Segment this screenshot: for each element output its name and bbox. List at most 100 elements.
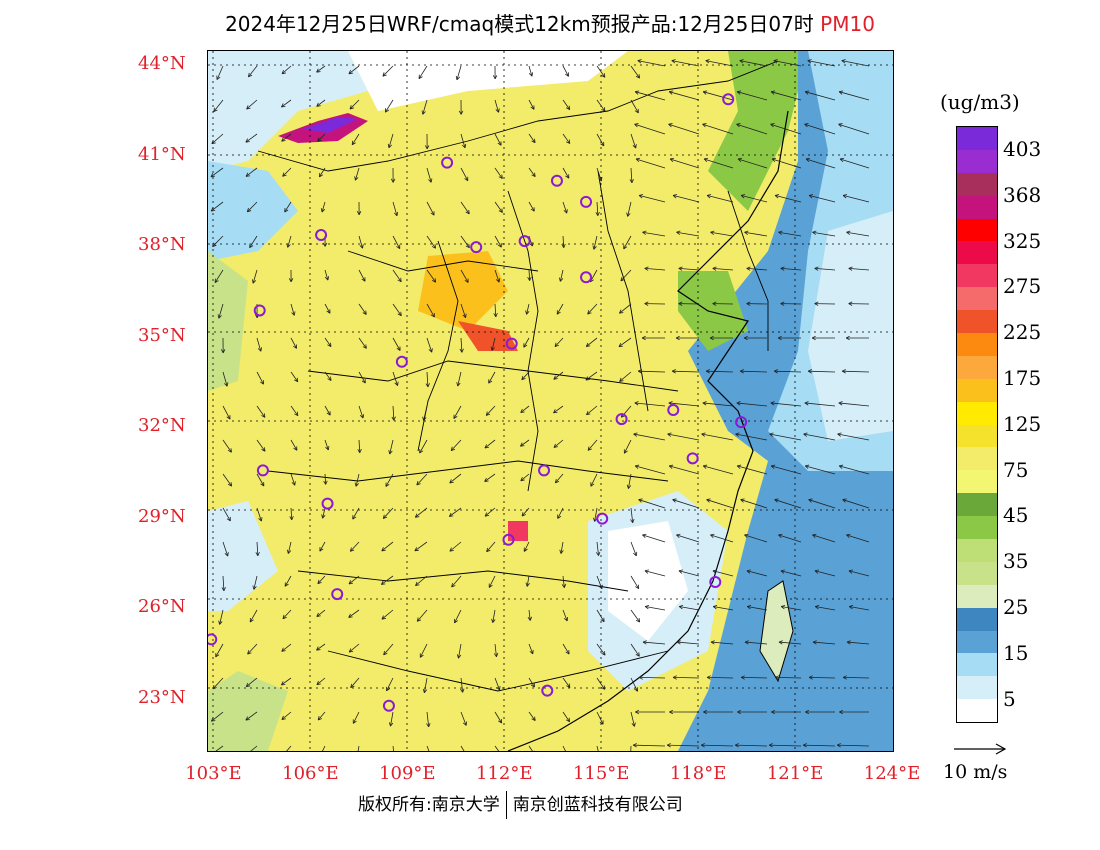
wind-arrow-icon <box>454 609 462 624</box>
wind-arrow-icon <box>319 541 326 552</box>
station-marker-icon <box>518 235 531 248</box>
wind-arrow-icon <box>736 464 768 475</box>
wind-arrow-icon <box>324 439 330 451</box>
lat-tick-label: 29°N <box>138 505 186 527</box>
wind-arrow-icon <box>842 194 870 203</box>
wind-arrow-icon <box>222 371 229 387</box>
wind-arrow-icon <box>528 711 536 721</box>
wind-arrow-icon <box>630 745 632 751</box>
wind-arrow-icon <box>211 133 224 145</box>
wind-arrow-icon <box>842 498 870 509</box>
wind-arrow-icon <box>842 369 870 374</box>
wind-arrow-icon <box>485 405 496 416</box>
wind-arrow-icon <box>459 337 464 353</box>
station-marker-icon <box>395 355 408 368</box>
wind-arrow-icon <box>391 405 396 421</box>
wind-arrow-icon <box>841 59 870 67</box>
legend-swatch <box>957 653 997 677</box>
wind-arrow-icon <box>426 167 433 183</box>
wind-arrow-icon <box>491 609 496 623</box>
wind-arrow-icon <box>845 335 870 341</box>
field-hotspot-core <box>303 117 358 133</box>
wind-arrow-icon <box>702 401 734 407</box>
wind-arrow-icon <box>324 337 332 347</box>
field-se-white <box>608 521 688 641</box>
wind-arrow-icon <box>317 711 326 721</box>
legend-swatch <box>957 561 997 585</box>
wind-arrow-icon <box>838 401 870 407</box>
wind-arrow-icon <box>382 507 394 519</box>
wind-arrow-icon <box>590 473 598 487</box>
wind-arrow-icon <box>740 194 768 203</box>
field-west-green <box>208 251 248 391</box>
wind-arrow-icon <box>419 643 428 658</box>
footer-divider <box>505 791 507 819</box>
wind-arrow-icon <box>559 541 564 554</box>
wind-arrow-icon <box>585 337 598 347</box>
wind-arrow-icon <box>596 711 604 725</box>
wind-arrow-icon <box>460 269 469 283</box>
wind-arrow-icon <box>846 640 870 645</box>
wind-arrow-icon <box>426 269 437 283</box>
wind-arrow-icon <box>630 643 640 657</box>
wind-arrow-icon <box>425 371 430 388</box>
wind-arrow-icon <box>381 541 394 552</box>
legend-swatch <box>957 401 997 425</box>
wind-arrow-icon <box>703 157 734 169</box>
wind-arrow-icon <box>706 194 734 203</box>
wind-arrow-icon <box>422 677 428 694</box>
legend-value-label: 25 <box>1003 594 1029 619</box>
wind-arrow-icon <box>450 439 462 451</box>
wind-arrow-icon <box>460 303 467 318</box>
wind-arrow-icon <box>392 745 394 751</box>
wind-arrow-icon <box>527 269 532 281</box>
wind-arrow-icon <box>246 201 258 213</box>
wind-arrow-icon <box>587 303 598 315</box>
wind-arrow-icon <box>424 133 430 150</box>
wind-arrow-icon <box>746 266 768 271</box>
wind-arrow-icon <box>494 235 502 248</box>
legend-swatch <box>957 287 997 311</box>
lon-tick-label: 103°E <box>185 763 242 784</box>
wind-arrow-icon <box>523 337 530 348</box>
wind-arrow-icon <box>358 371 366 384</box>
wind-arrow-icon <box>282 609 292 620</box>
wind-arrow-icon <box>352 711 360 724</box>
wind-arrow-icon <box>814 569 836 577</box>
wind-arrow-icon <box>286 541 292 554</box>
lon-tick-label: 106°E <box>282 763 339 784</box>
wind-arrow-icon <box>390 167 396 183</box>
wind-arrow-icon <box>638 675 666 680</box>
wind-arrow-icon <box>357 439 362 453</box>
wind-arrow-icon <box>805 157 836 169</box>
legend-swatch <box>957 516 997 540</box>
field-sea-clean <box>808 211 893 441</box>
wind-arrow-icon <box>316 643 326 651</box>
legend-swatch <box>957 127 997 150</box>
wind-arrow-icon <box>706 675 734 680</box>
wind-arrow-icon <box>848 301 870 306</box>
legend-unit: (ug/m3) <box>940 90 1020 114</box>
wind-arrow-icon <box>422 405 428 421</box>
wind-arrow-icon <box>712 301 734 306</box>
wind-arrow-icon <box>637 59 666 67</box>
title-prefix: 2024年12月25日WRF/cmaq模式12km预报产品:12月25日07时 <box>225 12 814 36</box>
wind-arrow-icon <box>387 133 394 149</box>
wind-arrow-icon <box>392 371 399 386</box>
wind-arrow-icon <box>773 59 802 67</box>
wind-arrow-icon <box>768 743 802 748</box>
wind-arrow-icon <box>392 303 402 317</box>
wind-arrow-icon <box>709 335 734 341</box>
map-title: 2024年12月25日WRF/cmaq模式12km预报产品:12月25日07时 … <box>0 8 1100 37</box>
wind-arrow-icon <box>256 439 266 452</box>
wind-arrow-icon <box>350 677 360 689</box>
wind-arrow-icon <box>214 269 224 283</box>
station-marker-icon <box>470 241 483 254</box>
wind-reference-arrow-icon <box>954 743 1007 755</box>
wind-arrow-icon <box>672 675 700 680</box>
wind-arrow-icon <box>222 507 231 522</box>
wind-arrow-icon <box>848 604 870 611</box>
wind-arrow-icon <box>245 167 258 177</box>
wind-arrow-icon <box>290 473 296 486</box>
wind-arrow-icon <box>317 575 326 585</box>
